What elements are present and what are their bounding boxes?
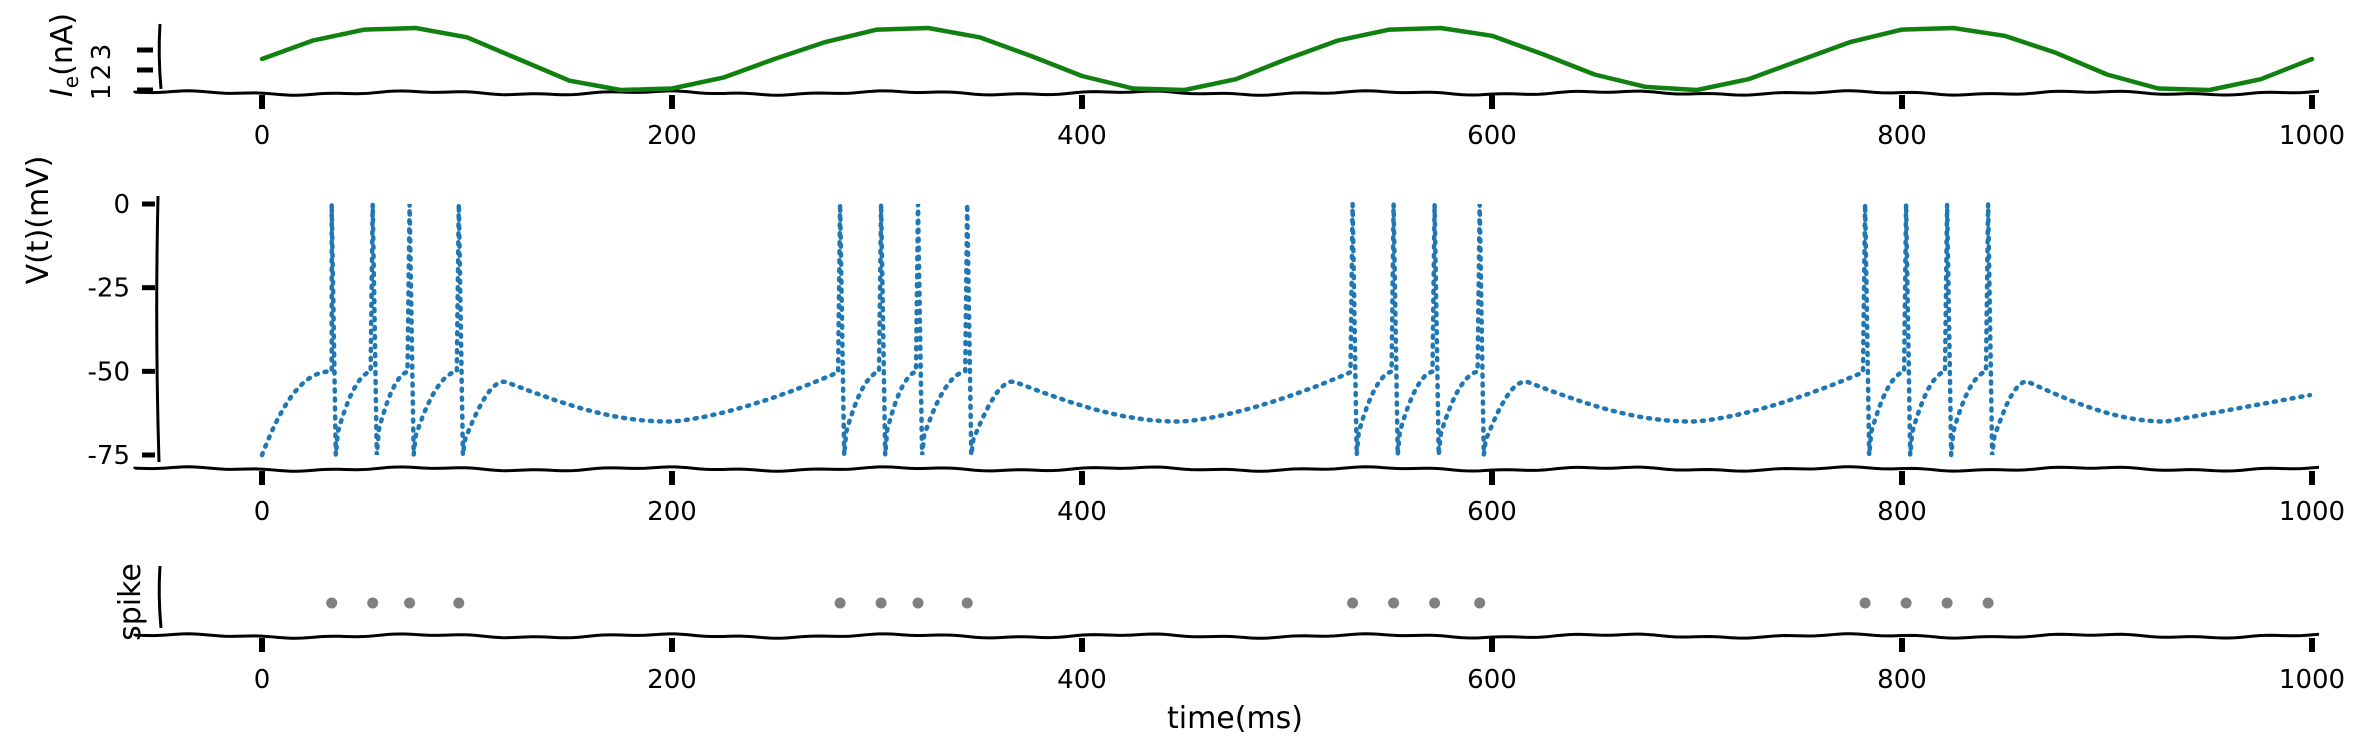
x-tick-label: 0 [254,497,271,527]
spike-dot [1941,597,1953,609]
spike-dot [1982,597,1994,609]
spike-dot [453,597,465,609]
spike-dot [1900,597,1912,609]
y-tick-label: 3 [87,44,117,61]
spike-dot [1388,597,1400,609]
spike-dot [875,597,887,609]
spike-dot [1859,597,1871,609]
current-y-axis [157,23,163,90]
voltage-series-line [259,203,2313,458]
y-tick-label: 2 [87,64,117,81]
voltage-panel: V(t)(mV) 0 -25 -50 -75 0 200 400 600 800 1000 [21,156,2345,527]
spike-y-axis [157,565,163,629]
y-tick-label: -75 [88,441,130,471]
x-tick-label: 800 [1877,121,1927,151]
current-x-ticks: 0 200 400 600 800 1000 [254,95,2345,151]
x-tick-label: 400 [1057,497,1107,527]
current-y-ticks: 1 2 3 [87,44,153,101]
x-tick-label: 200 [647,121,697,151]
spike-xlabel: time(ms) [1167,701,1303,736]
current-panel: Ie(nA) 1 2 3 0 200 400 600 800 1000 [45,13,2345,151]
x-tick-label: 1000 [2279,665,2345,695]
spike-x-axis [133,632,2320,640]
spike-markers [326,597,1994,609]
x-tick-label: 0 [254,665,271,695]
y-tick-label: -50 [88,357,130,387]
x-tick-label: 800 [1877,497,1927,527]
y-tick-label: -25 [88,274,130,304]
x-tick-label: 1000 [2279,497,2345,527]
current-series-line [259,25,2315,93]
x-tick-label: 200 [647,665,697,695]
x-tick-label: 1000 [2279,121,2345,151]
x-tick-label: 800 [1877,665,1927,695]
spike-dot [1429,597,1441,609]
spike-dot [326,597,338,609]
spike-ylabel: spike [113,563,148,641]
voltage-x-ticks: 0 200 400 600 800 1000 [254,471,2345,527]
spike-dot [961,597,973,609]
x-tick-label: 600 [1467,497,1517,527]
x-tick-label: 600 [1467,121,1517,151]
spike-dot [1347,597,1359,609]
x-tick-label: 0 [254,121,271,151]
x-tick-label: 200 [647,497,697,527]
voltage-x-axis [133,465,2320,473]
spike-dot [1474,597,1486,609]
voltage-y-axis [155,195,161,463]
spike-panel: spike 0 200 400 600 800 1000 time(ms) [113,563,2345,736]
spike-dot [367,597,379,609]
voltage-ylabel: V(t)(mV) [21,156,56,285]
voltage-y-ticks: 0 -25 -50 -75 [88,190,155,471]
spike-dot [404,597,416,609]
spike-x-ticks: 0 200 400 600 800 1000 [254,638,2345,695]
y-tick-label: 1 [87,84,117,101]
spike-dot [834,597,846,609]
x-tick-label: 400 [1057,665,1107,695]
current-x-axis [133,89,2320,97]
y-tick-label: 0 [113,190,130,220]
current-ylabel: Ie(nA) [45,13,83,97]
x-tick-label: 600 [1467,665,1517,695]
x-tick-label: 400 [1057,121,1107,151]
spike-dot [912,597,924,609]
